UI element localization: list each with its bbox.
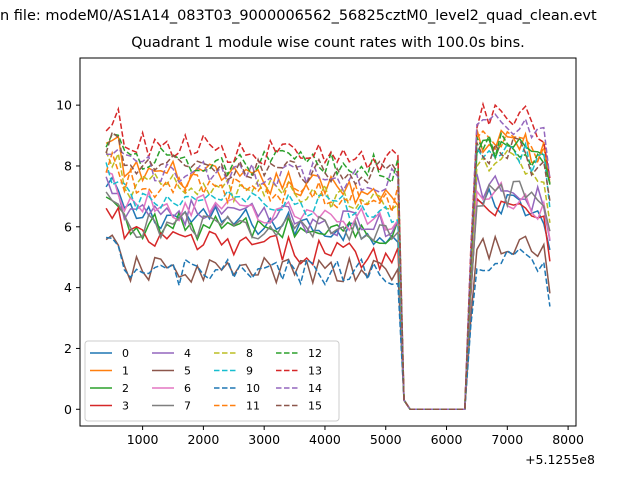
series-line-5 bbox=[105, 234, 551, 411]
legend-label-11: 11 bbox=[246, 400, 260, 413]
x-offset-label: +5.1255e8 bbox=[525, 452, 595, 467]
legend-label-14: 14 bbox=[308, 382, 322, 395]
series-line-10 bbox=[105, 236, 551, 411]
x-tick-label: 5000 bbox=[370, 432, 402, 447]
legend-frame bbox=[84, 340, 340, 422]
y-tick-label: 6 bbox=[64, 219, 72, 234]
legend-label-0: 0 bbox=[122, 347, 129, 360]
x-tick-label: 8000 bbox=[552, 432, 584, 447]
y-tick-label: 2 bbox=[64, 341, 72, 356]
legend-label-7: 7 bbox=[184, 400, 191, 413]
legend-label-2: 2 bbox=[122, 382, 129, 395]
plot-frame bbox=[79, 57, 577, 427]
figure-suptitle: n file: modeM0/AS1A14_083T03_9000006562_… bbox=[0, 8, 640, 30]
legend-label-15: 15 bbox=[308, 400, 322, 413]
legend-label-10: 10 bbox=[246, 382, 260, 395]
series-line-14 bbox=[106, 113, 551, 411]
x-tick-label: 1000 bbox=[127, 432, 159, 447]
x-tick-label: 6000 bbox=[431, 432, 463, 447]
y-tick-label: 4 bbox=[64, 280, 72, 295]
x-tick-label: 3000 bbox=[248, 432, 280, 447]
legend-label-13: 13 bbox=[308, 365, 322, 378]
series-line-15 bbox=[105, 131, 551, 411]
legend-label-3: 3 bbox=[122, 400, 129, 413]
legend-label-9: 9 bbox=[246, 365, 253, 378]
x-tick-label: 7000 bbox=[491, 432, 523, 447]
y-tick-label: 8 bbox=[64, 158, 72, 173]
legend-label-6: 6 bbox=[184, 382, 191, 395]
legend-label-8: 8 bbox=[246, 347, 253, 360]
series-lines bbox=[105, 101, 551, 411]
y-tick-label: 0 bbox=[64, 402, 72, 417]
legend-label-5: 5 bbox=[184, 365, 191, 378]
y-tick-label: 10 bbox=[56, 98, 72, 113]
legend-label-12: 12 bbox=[308, 347, 322, 360]
x-tick-label: 4000 bbox=[309, 432, 341, 447]
legend-label-1: 1 bbox=[122, 365, 129, 378]
suptitle-text: n file: modeM0/AS1A14_083T03_9000006562_… bbox=[0, 8, 597, 24]
chart-title: Quadrant 1 module wise count rates with … bbox=[131, 35, 525, 51]
series-line-7 bbox=[105, 180, 551, 411]
legend-label-4: 4 bbox=[184, 347, 191, 360]
x-tick-label: 2000 bbox=[187, 432, 219, 447]
